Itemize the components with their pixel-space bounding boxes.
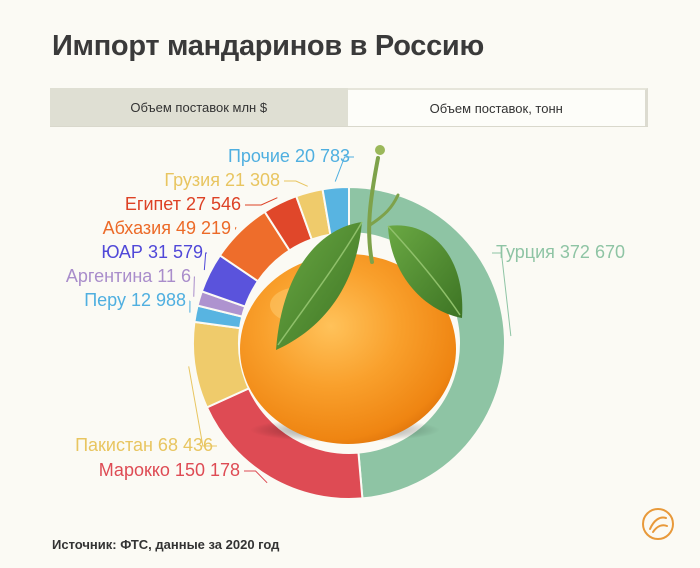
leader-1 xyxy=(244,470,268,484)
leader-4 xyxy=(193,276,195,297)
donut-slices xyxy=(192,185,506,500)
slice-label-8: Грузия 21 308 xyxy=(164,170,280,190)
tab-volume-tons[interactable]: Объем поставок, тонн xyxy=(347,88,648,126)
leader-8 xyxy=(284,180,308,187)
slice-label-1: Марокко 150 178 xyxy=(99,460,240,480)
slice-label-2: Пакистан 68 436 xyxy=(75,435,213,455)
leader-5 xyxy=(203,252,207,271)
leader-6 xyxy=(234,226,237,230)
leader-0 xyxy=(492,252,512,337)
stem-branch xyxy=(368,193,400,227)
page-title: Импорт мандаринов в Россию xyxy=(52,30,484,62)
leader-7 xyxy=(245,197,278,206)
leaf-right xyxy=(388,225,463,318)
label-leaders xyxy=(188,156,512,484)
leaf-right-vein xyxy=(387,225,461,316)
tab-bar: Объем поставок млн $ Объем поставок, тон… xyxy=(50,88,648,127)
slice-labels: Турция 372 670 Марокко 150 178 Пакистан 68… xyxy=(66,146,625,480)
source-note: Источник: ФТС, данные за 2020 год xyxy=(52,537,280,552)
brand-logo xyxy=(642,508,674,540)
stem xyxy=(367,156,380,264)
slice-label-4: Аргентина 11 6 xyxy=(66,266,191,286)
slice-label-9: Прочие 20 783 xyxy=(228,146,350,166)
slice-label-0: Турция 372 670 xyxy=(496,242,625,262)
slice-label-7: Египет 27 546 xyxy=(125,194,241,214)
leader-9 xyxy=(334,156,354,182)
slice-label-5: ЮАР 31 579 xyxy=(101,242,203,262)
leader-2 xyxy=(188,366,217,447)
slice-label-6: Абхазия 49 219 xyxy=(103,218,231,238)
slice-label-3: Перу 12 988 xyxy=(84,290,186,310)
tab-value-usd[interactable]: Объем поставок млн $ xyxy=(50,88,348,126)
stem-tip xyxy=(375,145,385,155)
leaf-left-vein xyxy=(277,221,363,346)
tangerine-illustration xyxy=(240,145,463,444)
